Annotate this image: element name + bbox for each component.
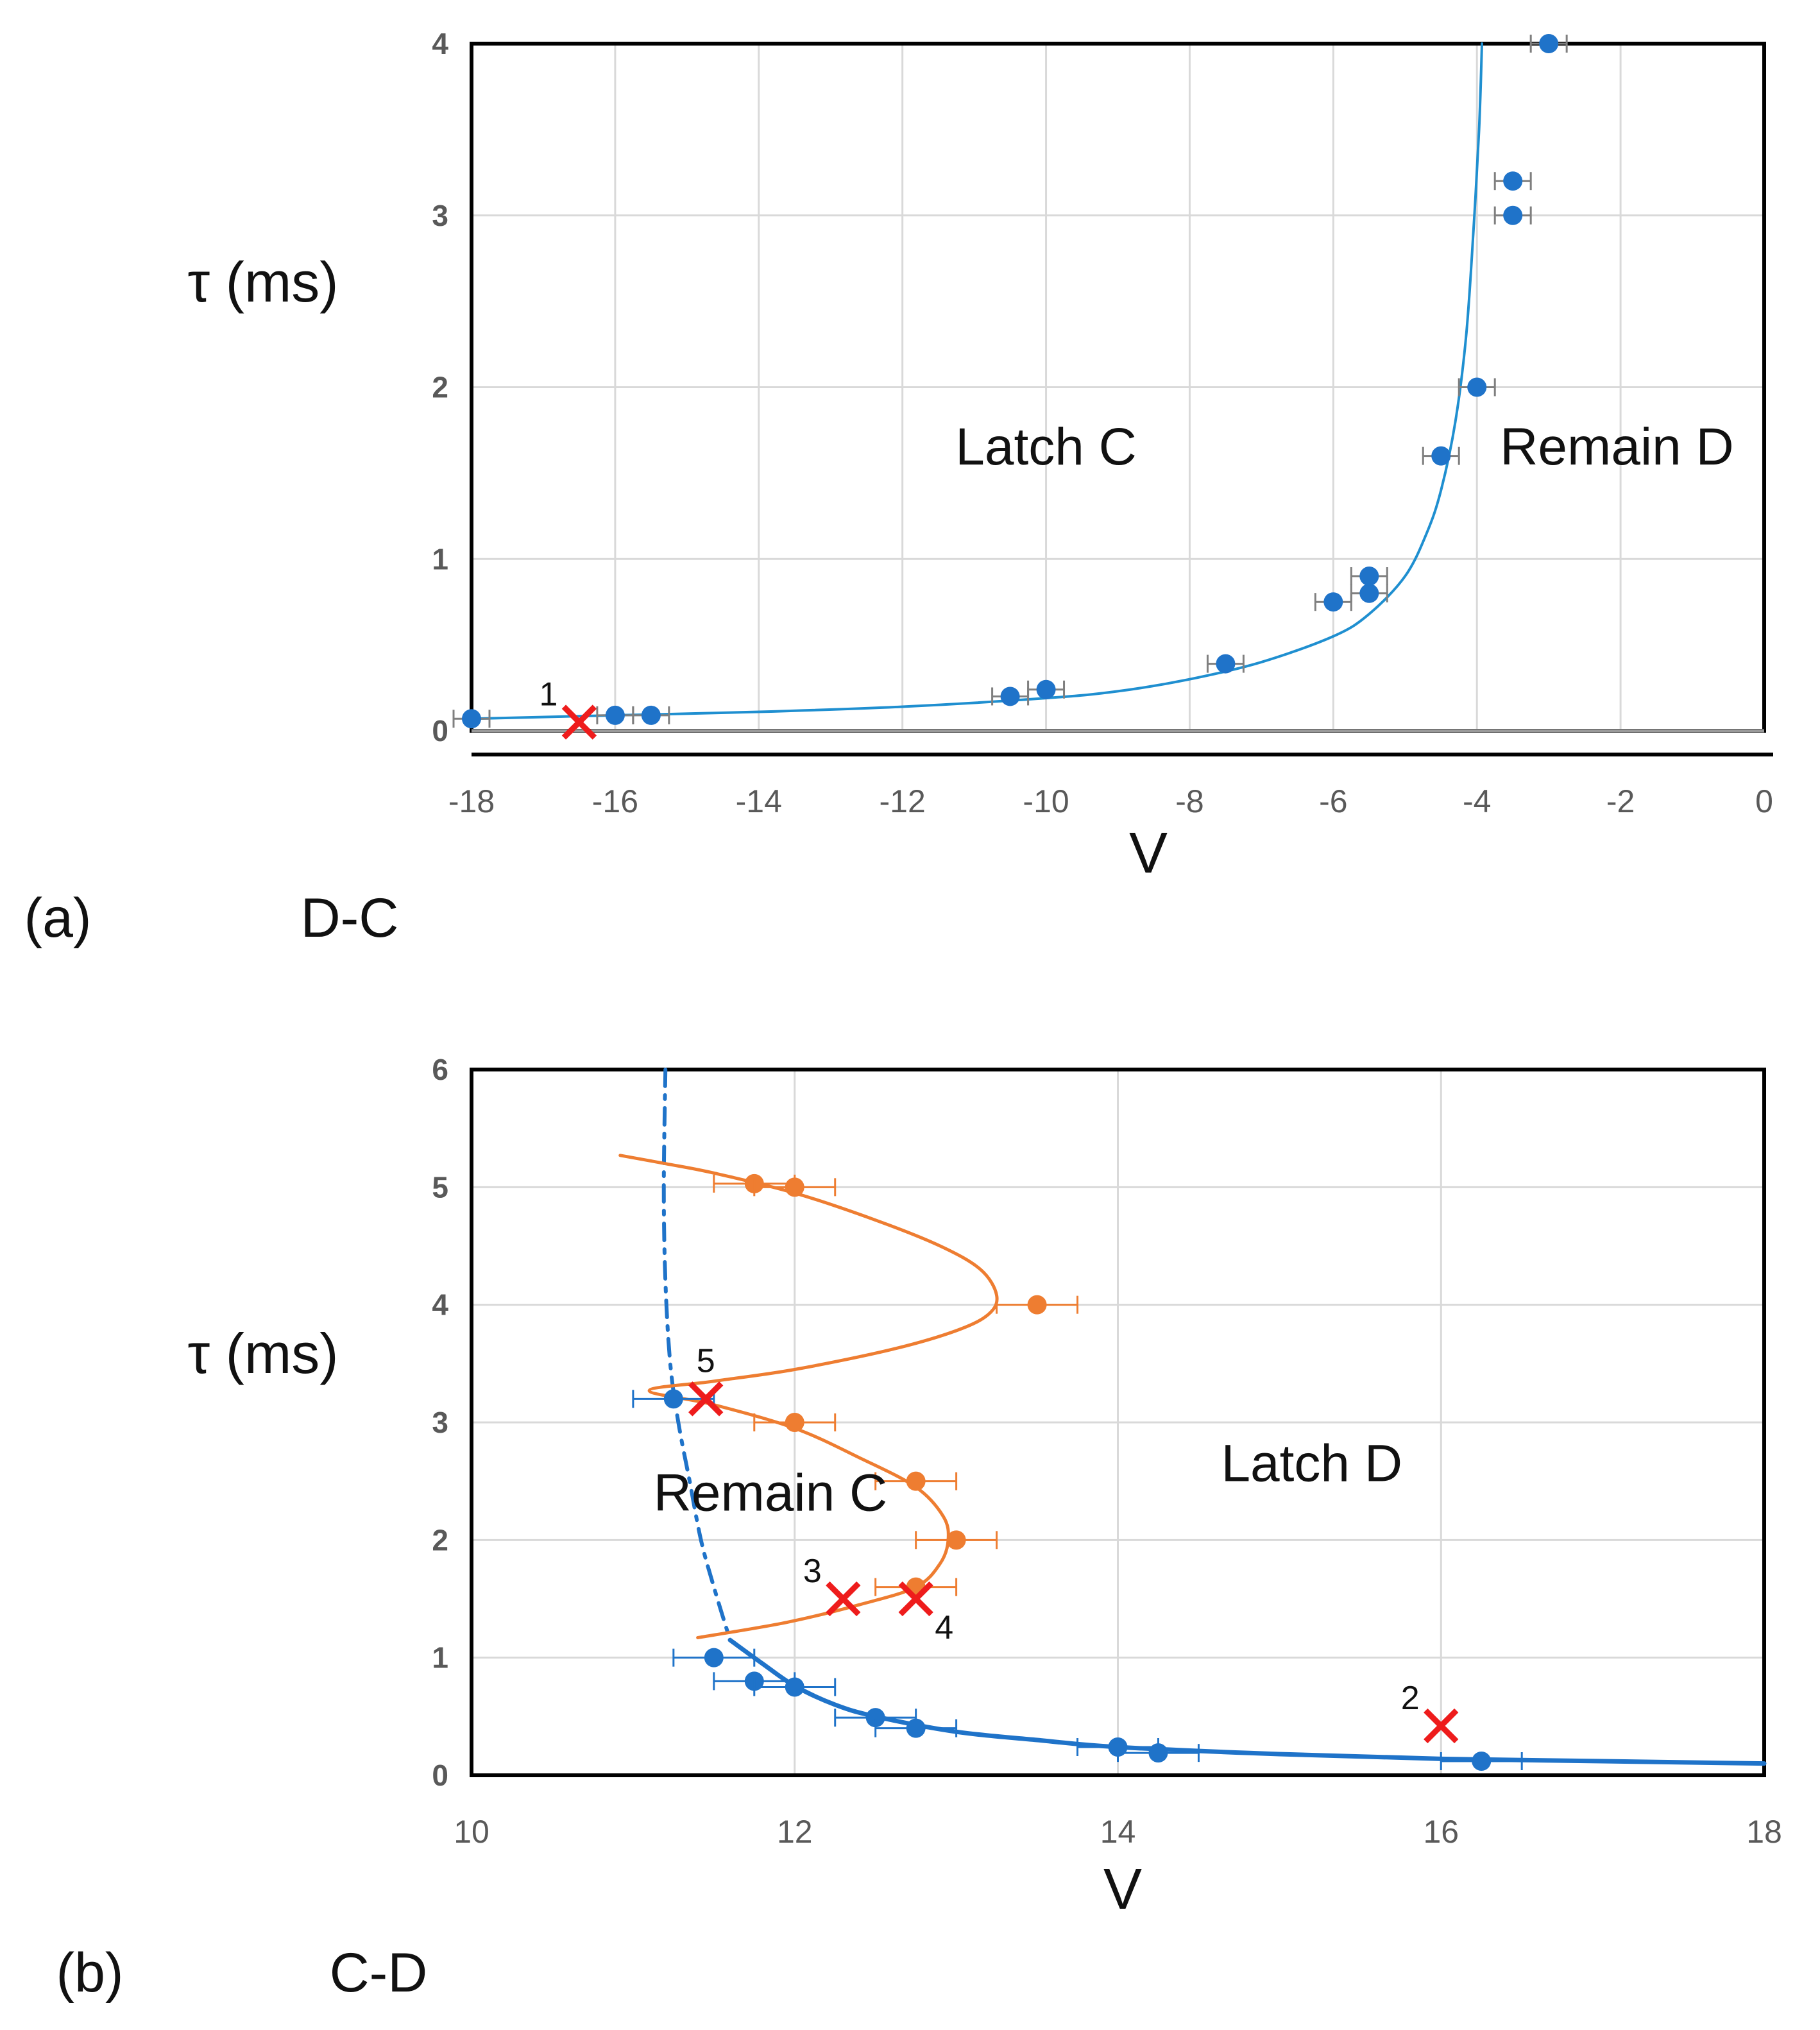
data-point [946, 1530, 966, 1550]
region-label: Remain D [1500, 418, 1734, 476]
panel-title: D-C [301, 887, 399, 949]
region-label: Remain C [654, 1464, 888, 1522]
event-marker-label: 1 [539, 676, 557, 713]
data-point [1503, 205, 1523, 225]
x-tick-label: -14 [736, 783, 782, 819]
data-point [1359, 567, 1379, 586]
data-point [1539, 34, 1559, 53]
x-tick-label: 18 [1746, 1814, 1782, 1850]
y-tick-label: 2 [432, 1523, 448, 1557]
fit-curve [618, 1154, 999, 1639]
event-marker-label: 3 [803, 1553, 822, 1590]
data-point [785, 1413, 804, 1432]
data-point [785, 1177, 804, 1197]
data-point [663, 1389, 683, 1409]
y-tick-label: 6 [432, 1053, 448, 1086]
fit-curve [470, 42, 1484, 721]
x-tick-label: -2 [1606, 783, 1635, 819]
y-tick-label: 2 [432, 371, 448, 404]
event-marker-label: 5 [697, 1342, 715, 1379]
chart-panel-a: -18 -16 -14 -12 -10 -8 -6 -4 -2 0 0 1 2 3 4 Vτ (ms) (a) D… [24, 27, 1773, 949]
y-tick-label: 1 [432, 542, 448, 576]
y-tick-label: 3 [432, 1406, 448, 1439]
data-point [605, 705, 625, 725]
event-marker-x [561, 704, 597, 740]
x-tick-label: -4 [1463, 783, 1491, 819]
data-point [1323, 592, 1343, 612]
x-tick-label: 16 [1423, 1814, 1459, 1850]
event-marker-x [688, 1381, 724, 1417]
y-tick-label: 0 [432, 714, 448, 747]
region-label: Latch D [1221, 1435, 1402, 1493]
x-axis-title: V [1103, 1857, 1142, 1922]
data-point [1503, 171, 1523, 191]
event-marker-x [1424, 1708, 1459, 1744]
x-tick-label: -12 [880, 783, 926, 819]
panel-label: (b) [56, 1942, 123, 2004]
data-point [785, 1677, 804, 1697]
region-label: Latch C [955, 418, 1137, 476]
x-tick-label: -16 [592, 783, 638, 819]
data-point [906, 1471, 926, 1491]
y-tick-label: 5 [432, 1170, 448, 1204]
y-tick-label: 4 [432, 27, 448, 60]
data-point [1216, 654, 1236, 674]
event-marker-x [826, 1581, 861, 1617]
data-point [462, 709, 481, 729]
x-tick-label: 14 [1100, 1814, 1136, 1850]
y-tick-label: 4 [432, 1288, 448, 1322]
y-tick-label: 0 [432, 1759, 448, 1792]
fit-curve [727, 1637, 1767, 1766]
fit-curve-dashdot [661, 1068, 732, 1642]
data-point [1036, 679, 1056, 699]
data-point [1027, 1295, 1047, 1315]
event-marker-label: 2 [1401, 1680, 1420, 1717]
data-point [1148, 1743, 1168, 1763]
x-tick-label: 12 [777, 1814, 813, 1850]
y-tick-label: 1 [432, 1641, 448, 1675]
y-axis-title: τ (ms) [187, 1322, 338, 1385]
y-axis-title: τ (ms) [187, 250, 338, 314]
data-point [704, 1648, 724, 1668]
y-tick-label: 3 [432, 199, 448, 232]
data-point [1431, 446, 1451, 466]
data-point [1472, 1752, 1492, 1771]
panel-title: C-D [330, 1942, 428, 2004]
x-tick-label: -8 [1175, 783, 1203, 819]
plot-area-border [470, 1068, 1766, 1777]
data-point [906, 1718, 926, 1738]
data-point [641, 705, 661, 725]
panel-label: (a) [24, 887, 91, 949]
x-axis-title: V [1129, 821, 1168, 885]
event-marker-x [898, 1581, 933, 1617]
x-tick-label: -10 [1023, 783, 1069, 819]
data-point [865, 1708, 885, 1728]
x-tick-label: -18 [448, 783, 495, 819]
x-tick-label: 0 [1755, 783, 1773, 819]
x-tick-label: 10 [454, 1814, 489, 1850]
data-point [1467, 377, 1487, 397]
data-point [1359, 583, 1379, 603]
data-point [1000, 687, 1020, 706]
x-tick-label: -6 [1319, 783, 1347, 819]
event-marker-label: 4 [935, 1609, 953, 1646]
